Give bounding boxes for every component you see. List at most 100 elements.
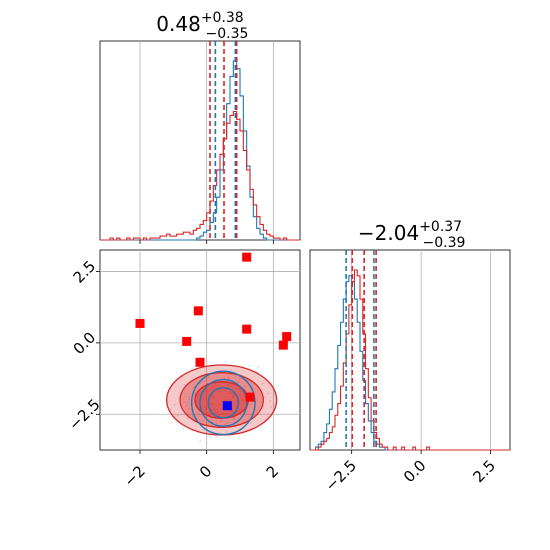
sample-point [204,390,207,393]
sample-point [221,407,223,410]
sample-point [239,378,241,380]
sample-point [223,399,226,402]
sample-point [199,440,202,442]
red-square-marker [242,324,252,334]
sample-point [233,417,235,420]
sample-point [227,383,229,386]
sample-point [170,408,172,411]
sample-point [205,402,208,405]
sample-point [195,400,198,403]
sample-point [219,388,222,391]
sample-point [214,409,217,412]
panel-top-left-histograms [100,60,300,241]
sample-point [216,408,219,411]
sample-point [243,399,245,402]
sample-point [221,418,223,421]
bl-tick-label-x: −2 [120,462,148,490]
panel-top-left-grid [139,41,274,240]
title-param-1-plus: +0.38 [201,10,244,26]
sample-point [205,407,207,410]
sample-point [188,398,190,401]
sample-point [250,404,252,406]
sample-point [251,385,254,388]
sample-point [206,388,209,391]
sample-point [176,415,179,417]
sample-point [244,385,247,388]
sample-point [270,406,273,408]
sample-point [219,419,222,422]
br-tick-label: −2.5 [322,456,360,494]
sample-point [210,396,213,399]
bl-tick-label-x: 0 [196,462,215,481]
panel-bottom-right: −2.5 0.0 2.5 −2.04+0.37 −0.39 [309,219,511,495]
sample-point [263,382,265,384]
sample-point [187,401,190,404]
title-param-1: 0.48+0.38 [156,10,243,36]
sample-point [231,409,234,412]
sample-point [238,387,240,390]
panel-bottom-left-contours [166,364,278,436]
sample-point [198,393,201,396]
sample-point [248,365,251,367]
sample-point [217,390,220,393]
sample-point [211,403,213,406]
bl-tick-label-y: −2.5 [65,396,103,434]
sample-point [234,419,236,421]
title-param-2-plus: +0.37 [419,219,462,235]
sample-point [237,381,240,384]
sample-point [223,377,226,380]
blue-square-marker [222,401,232,411]
sample-point [232,393,235,396]
sample-point [227,398,230,401]
sample-point [229,391,232,393]
sample-point [267,392,269,395]
sample-point [215,436,217,439]
sample-point [203,406,206,408]
sample-point [238,409,241,412]
sample-point [212,395,215,398]
sample-point [227,392,230,395]
sample-point [223,423,226,426]
contour-blue [199,378,248,427]
panel-bottom-right-frame [309,249,511,451]
sample-point [222,411,224,414]
tl-hist-blue [100,60,300,241]
sample-point [215,411,218,414]
sample-point [202,380,205,383]
sample-point [183,384,186,386]
sample-point [212,409,215,411]
sample-point [224,390,227,392]
sample-point [184,401,187,404]
red-square-marker [195,357,205,367]
contour-red [179,372,264,428]
sample-point [231,407,234,410]
sample-point [227,376,230,379]
sample-point [219,390,222,393]
sample-point [214,407,217,410]
sample-point [269,400,271,403]
sample-point [233,395,236,398]
sample-point [211,394,214,396]
sample-point [182,426,185,429]
sample-point [185,404,188,407]
sample-point [201,398,204,401]
sample-point [227,421,230,423]
sample-point [211,385,214,387]
red-square-marker [182,336,192,346]
sample-point [236,410,239,413]
title-param-2: −2.04+0.37 [358,219,462,245]
sample-point [218,403,220,405]
sample-point [188,396,191,399]
sample-point [215,422,218,425]
title-param-2-minus: −0.39 [423,235,466,251]
title-param-1-minus: −0.35 [206,26,249,42]
red-square-marker [245,392,255,402]
sample-point [205,400,208,403]
br-tick-label: 0.0 [400,456,430,486]
panel-top-left-quantiles [209,41,238,240]
sample-point [230,392,233,395]
sample-point [212,397,215,400]
title-param-2-value: −2.04 [358,221,419,245]
sample-point [226,389,228,391]
